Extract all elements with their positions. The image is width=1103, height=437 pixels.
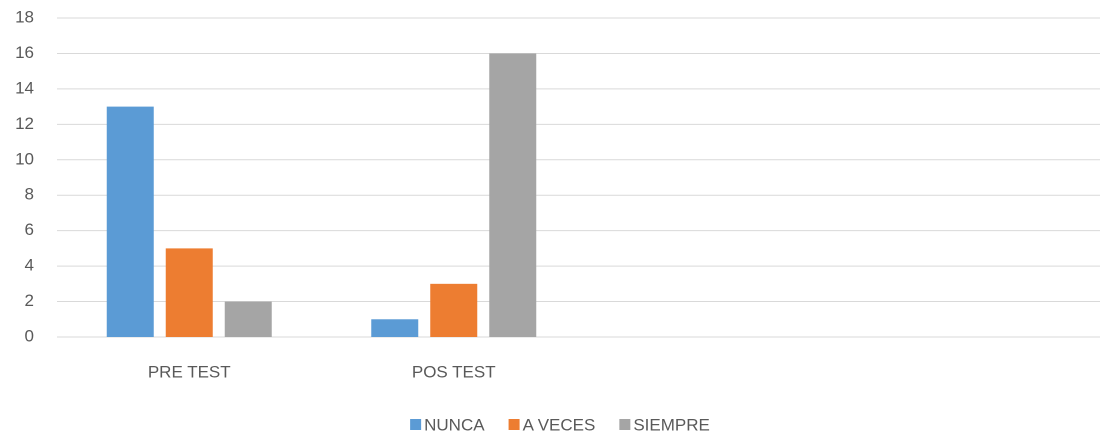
bar <box>489 53 537 337</box>
y-tick-label: 8 <box>25 185 34 204</box>
y-tick-label: 14 <box>15 78 34 97</box>
legend-swatch <box>508 419 520 430</box>
y-tick-label: 0 <box>25 326 34 345</box>
y-tick-label: 12 <box>15 114 34 133</box>
bar <box>430 283 478 337</box>
bar <box>106 106 154 337</box>
y-tick-label: 6 <box>25 220 34 239</box>
bar <box>224 301 272 337</box>
legend-label: A VECES <box>523 415 596 434</box>
y-tick-label: 2 <box>25 291 34 310</box>
bar <box>371 319 419 337</box>
legend-swatch <box>410 419 422 430</box>
legend-swatch <box>619 419 631 430</box>
x-tick-label: POS TEST <box>412 362 496 381</box>
legend-label: NUNCA <box>424 415 485 434</box>
y-tick-label: 4 <box>25 256 34 275</box>
y-tick-label: 10 <box>15 149 34 168</box>
y-tick-label: 16 <box>15 43 34 62</box>
y-tick-label: 18 <box>15 7 34 26</box>
legend-label: SIEMPRE <box>633 415 710 434</box>
x-tick-label: PRE TEST <box>148 362 231 381</box>
bar <box>165 248 213 337</box>
